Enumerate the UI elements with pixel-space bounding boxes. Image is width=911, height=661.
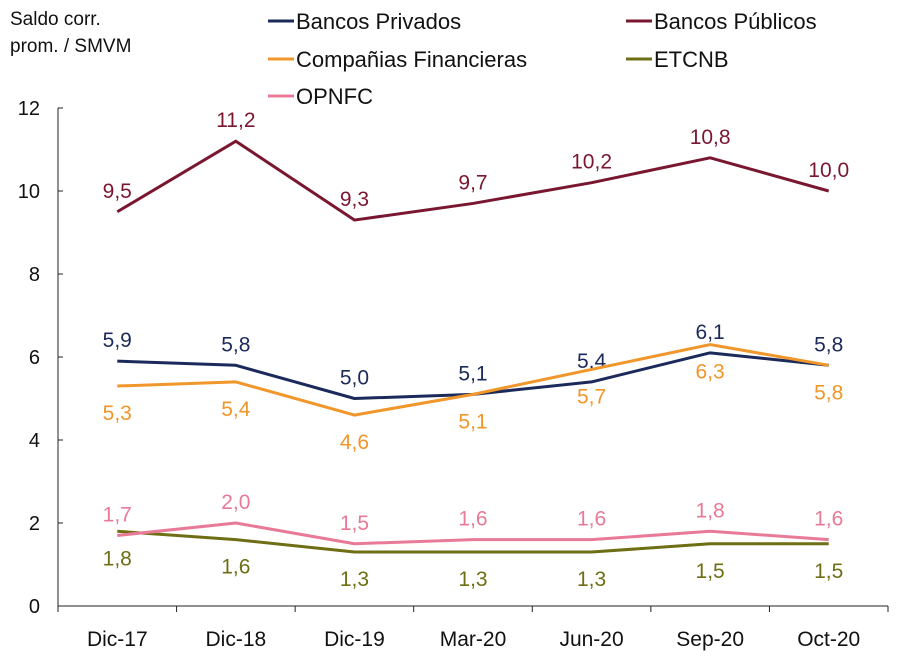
data-label: 9,5 [103, 180, 132, 203]
legend-label: OPNFC [296, 84, 373, 109]
data-label: 1,5 [696, 560, 725, 583]
y-axis-title: Saldo corr. prom. / SMVM [10, 9, 132, 57]
data-label: 5,8 [814, 381, 843, 404]
x-tick-label: Oct-20 [797, 628, 860, 651]
x-tick-label: Jun-20 [559, 628, 623, 651]
data-label: 10,2 [571, 151, 612, 174]
data-label: 5,8 [814, 333, 843, 356]
data-label: 1,3 [458, 568, 487, 591]
data-label: 1,3 [577, 568, 606, 591]
data-label: 4,6 [340, 431, 369, 454]
data-label: 6,3 [696, 361, 725, 384]
series-line [117, 529, 829, 554]
legend-label: Bancos Privados [296, 9, 461, 34]
data-label: 1,6 [577, 508, 606, 531]
data-label: 1,8 [103, 547, 132, 570]
data-label: 5,4 [221, 398, 251, 421]
data-label: 9,7 [458, 171, 487, 194]
data-label: 10,0 [808, 159, 849, 182]
data-label: 5,8 [221, 333, 250, 356]
y-tick-label: 6 [29, 347, 40, 369]
y-tick-label: 8 [29, 264, 40, 286]
series-line [117, 343, 829, 417]
legend-label: ETCNB [654, 47, 729, 72]
legend-label: Compañias Financieras [296, 47, 527, 72]
legend-label: Bancos Públicos [654, 9, 817, 34]
x-tick-label: Dic-18 [206, 628, 267, 651]
data-label: 5,9 [103, 329, 132, 352]
data-label: 5,0 [340, 367, 369, 390]
data-label: 11,2 [216, 109, 255, 132]
data-label: 1,7 [103, 503, 132, 526]
data-label: 1,5 [814, 560, 843, 583]
y-tick-label: 4 [29, 430, 40, 452]
x-tick-label: Dic-19 [324, 628, 385, 651]
data-label: 5,7 [577, 385, 606, 408]
data-label: 5,3 [103, 402, 132, 425]
y-tick-label: 2 [29, 513, 40, 535]
data-label: 5,1 [458, 410, 487, 433]
y-tick-label: 0 [29, 596, 40, 618]
data-label: 10,8 [690, 126, 731, 149]
series-line [117, 521, 829, 546]
data-label: 1,3 [340, 568, 369, 591]
data-label: 6,1 [696, 321, 725, 344]
series-line [116, 139, 830, 222]
data-label: 5,1 [458, 362, 487, 385]
data-label: 2,0 [221, 491, 250, 514]
data-label: 1,6 [814, 508, 843, 531]
x-tick-label: Dic-17 [87, 628, 148, 651]
x-tick-label: Mar-20 [440, 628, 507, 651]
y-tick-label: 12 [18, 98, 40, 120]
data-label: 1,6 [458, 508, 487, 531]
data-label: 1,6 [221, 556, 250, 579]
x-tick-label: Sep-20 [676, 628, 744, 651]
data-label: 1,8 [696, 499, 725, 522]
data-label: 9,3 [340, 188, 369, 211]
data-label: 1,5 [340, 512, 369, 535]
y-tick-label: 10 [18, 181, 40, 203]
